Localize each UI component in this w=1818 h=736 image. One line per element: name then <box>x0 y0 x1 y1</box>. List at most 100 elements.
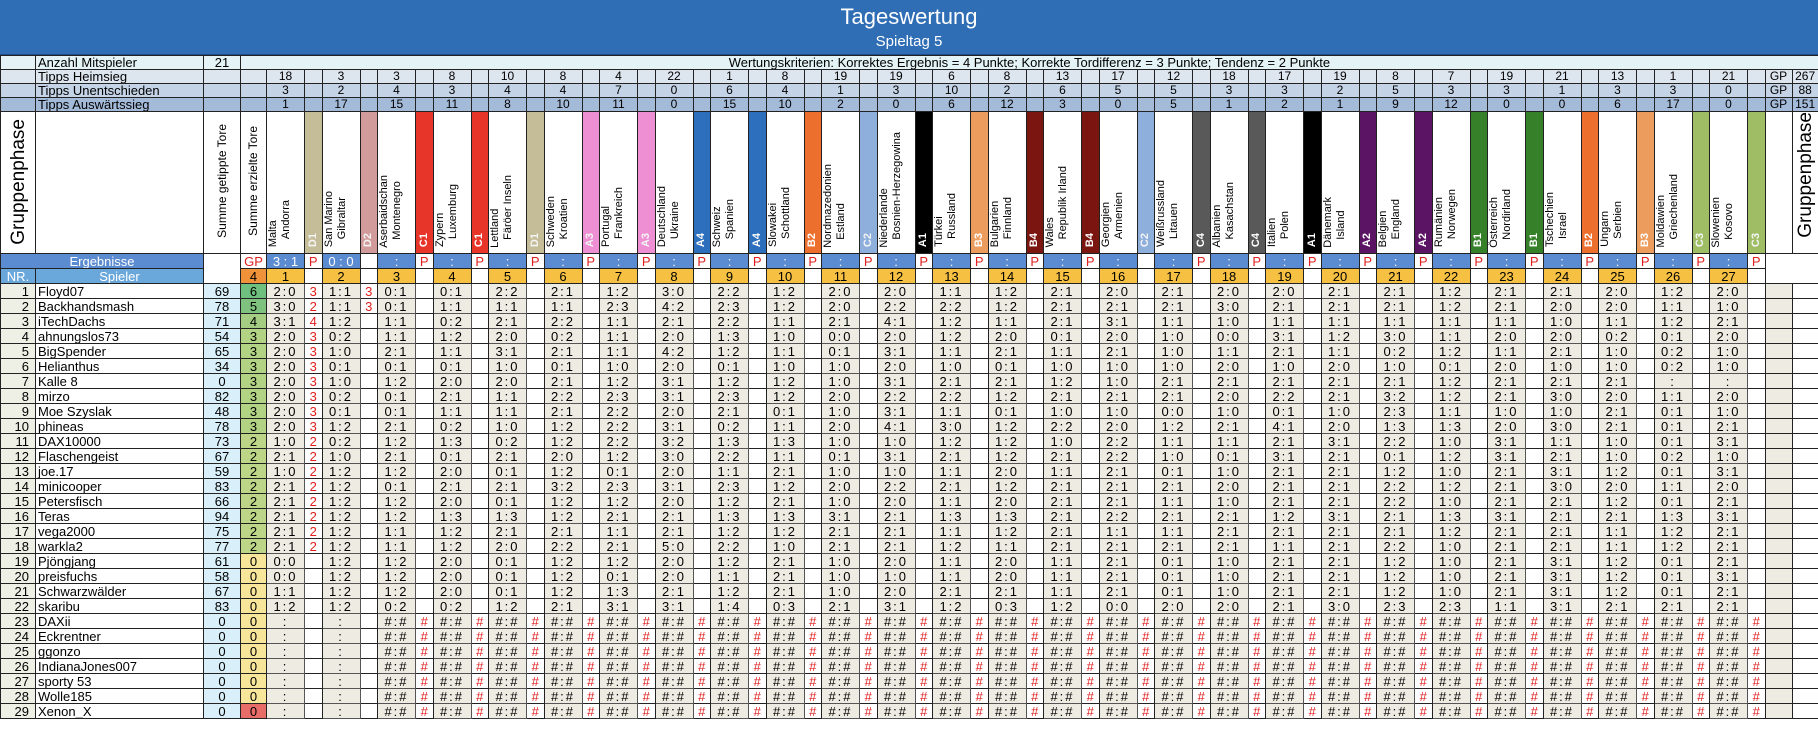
match-tip[interactable]: 2:0 <box>1598 478 1637 495</box>
match-tip[interactable]: 2:1 <box>599 538 638 555</box>
match-tip[interactable]: 3:1 <box>654 418 694 435</box>
match-tip[interactable]: 2:1 <box>1320 298 1360 315</box>
match-tip[interactable]: #:# <box>1265 673 1304 690</box>
match-tip[interactable]: #:# <box>1653 643 1693 660</box>
match-tip[interactable]: 0:1 <box>1154 463 1193 480</box>
match-tip[interactable]: 1:2 <box>765 523 805 540</box>
match-tip[interactable]: 0:1 <box>599 463 638 480</box>
match-tip[interactable]: 2:1 <box>1376 283 1415 300</box>
match-tip[interactable]: 0:1 <box>1653 553 1693 570</box>
match-tip[interactable]: 2:1 <box>1320 388 1360 405</box>
match-tip[interactable]: 1:2 <box>321 568 361 585</box>
match-tip[interactable]: 1:2 <box>987 523 1027 540</box>
match-tip[interactable]: 2:0 <box>654 463 694 480</box>
match-tip[interactable]: 2:1 <box>1542 523 1582 540</box>
match-tip[interactable]: 1:2 <box>1598 493 1637 510</box>
match-tip[interactable]: 3:1 <box>654 388 694 405</box>
match-tip[interactable]: #:# <box>654 658 694 675</box>
match-tip[interactable]: 2:1 <box>1098 568 1138 585</box>
match-tip[interactable]: 2:1 <box>1265 373 1304 390</box>
match-tip[interactable]: : <box>321 628 361 645</box>
match-tip[interactable]: #:# <box>987 673 1027 690</box>
match-tip[interactable]: #:# <box>1653 613 1693 630</box>
match-tip[interactable]: 2:2 <box>543 538 583 555</box>
match-tip[interactable]: 4:1 <box>876 418 916 435</box>
match-tip[interactable]: 1:0 <box>599 358 638 375</box>
match-tip[interactable]: : <box>266 673 305 690</box>
match-tip[interactable]: 2:1 <box>1598 403 1637 420</box>
match-tip[interactable]: #:# <box>876 673 916 690</box>
match-tip[interactable]: #:# <box>1598 628 1637 645</box>
match-tip[interactable]: 1:0 <box>1487 403 1526 420</box>
match-tip[interactable]: 1:0 <box>1209 553 1249 570</box>
match-tip[interactable]: #:# <box>432 658 472 675</box>
match-tip[interactable]: 1:0 <box>1043 433 1082 450</box>
match-tip[interactable]: #:# <box>654 688 694 705</box>
match-tip[interactable]: 2:0 <box>1709 388 1748 405</box>
match-tip[interactable]: 1:1 <box>932 523 971 540</box>
match-tip[interactable]: 3:1 <box>1487 508 1526 525</box>
match-tip[interactable]: 1:2 <box>266 598 305 615</box>
match-tip[interactable]: 1:3 <box>710 433 749 450</box>
match-tip[interactable]: #:# <box>377 643 416 660</box>
match-tip[interactable]: 3:1 <box>1487 433 1526 450</box>
match-tip[interactable]: 2:0 <box>654 493 694 510</box>
match-tip[interactable]: 2:1 <box>1709 538 1748 555</box>
match-tip[interactable]: 0:1 <box>488 568 527 585</box>
match-tip[interactable]: 1:1 <box>599 313 638 330</box>
match-tip[interactable]: 1:0 <box>1431 538 1471 555</box>
match-tip[interactable]: #:# <box>377 703 416 720</box>
match-tip[interactable]: 2:1 <box>1154 388 1193 405</box>
match-tip[interactable]: 2:0 <box>1098 328 1138 345</box>
match-tip[interactable]: 1:1 <box>932 553 971 570</box>
match-tip[interactable]: 1:2 <box>543 553 583 570</box>
match-tip[interactable]: #:# <box>1376 688 1415 705</box>
player-name[interactable]: Kalle 8 <box>35 373 204 390</box>
player-name[interactable]: ggonzo <box>35 643 204 660</box>
match-tip[interactable]: 1:1 <box>599 523 638 540</box>
match-tip[interactable]: #:# <box>1598 613 1637 630</box>
match-tip[interactable]: 1:1 <box>1154 493 1193 510</box>
match-tip[interactable]: 2:1 <box>1154 508 1193 525</box>
match-tip[interactable]: 1:1 <box>1431 328 1471 345</box>
match-tip[interactable]: #:# <box>1043 643 1082 660</box>
match-tip[interactable]: 3:1 <box>1542 553 1582 570</box>
match-tip[interactable]: 1:0 <box>321 448 361 465</box>
match-tip[interactable]: #:# <box>1542 688 1582 705</box>
match-tip[interactable]: #:# <box>1320 673 1360 690</box>
match-tip[interactable]: 2:1 <box>1043 388 1082 405</box>
match-tip[interactable]: 1:0 <box>821 433 860 450</box>
match-tip[interactable]: 2:0 <box>876 553 916 570</box>
player-name[interactable]: Wolle185 <box>35 688 204 705</box>
match-tip[interactable]: #:# <box>876 613 916 630</box>
match-tip[interactable]: 2:1 <box>1043 283 1082 300</box>
match-tip[interactable]: #:# <box>1043 688 1082 705</box>
match-tip[interactable]: 3:1 <box>876 373 916 390</box>
match-tip[interactable]: 1:1 <box>765 448 805 465</box>
match-tip[interactable]: 3:2 <box>543 478 583 495</box>
match-tip[interactable]: #:# <box>765 658 805 675</box>
match-tip[interactable]: 2:1 <box>1265 493 1304 510</box>
match-tip[interactable]: 1:2 <box>599 553 638 570</box>
match-tip[interactable]: 2:1 <box>1043 523 1082 540</box>
match-tip[interactable]: 2:1 <box>1709 418 1748 435</box>
match-tip[interactable]: 1:1 <box>1043 553 1082 570</box>
match-tip[interactable]: #:# <box>1542 703 1582 720</box>
match-tip[interactable]: 1:2 <box>321 598 361 615</box>
match-tip[interactable]: 2:1 <box>1043 493 1082 510</box>
match-tip[interactable]: #:# <box>377 688 416 705</box>
match-tip[interactable]: 2:0 <box>266 358 305 375</box>
match-tip[interactable]: 0:1 <box>987 403 1027 420</box>
match-tip[interactable]: 1:2 <box>765 478 805 495</box>
match-tip[interactable]: 1:1 <box>1154 433 1193 450</box>
match-tip[interactable]: 0:2 <box>1653 343 1693 360</box>
match-tip[interactable]: 1:3 <box>599 583 638 600</box>
player-name[interactable]: minicooper <box>35 478 204 495</box>
match-tip[interactable]: 0:1 <box>1653 403 1693 420</box>
match-tip[interactable]: #:# <box>377 613 416 630</box>
match-tip[interactable]: 1:3 <box>1431 418 1471 435</box>
match-tip[interactable]: #:# <box>1709 643 1748 660</box>
match-tip[interactable]: 2:1 <box>1542 493 1582 510</box>
match-tip[interactable]: 2:1 <box>488 313 527 330</box>
match-tip[interactable]: 1:1 <box>488 403 527 420</box>
